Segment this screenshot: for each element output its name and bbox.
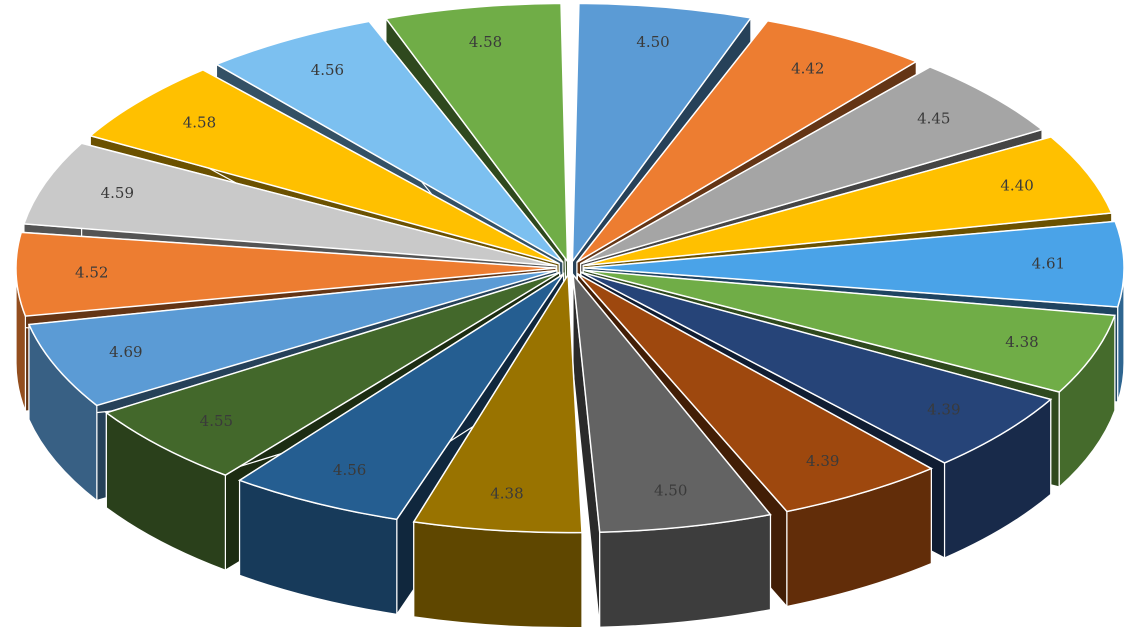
pie-slice-top-4: [583, 220, 1125, 308]
pie-slice-top-15: [88, 69, 560, 265]
pie-slice-8: 4.50: [571, 272, 772, 628]
pie-slice-label-17: 4.58: [469, 33, 502, 51]
pie-slice-top-0: [571, 2, 753, 264]
pie-slice-top-13: [15, 231, 557, 317]
pie-slice-top-8: [571, 272, 772, 533]
pie-slice-top-9: [412, 272, 583, 534]
pie-slice-label-13: 4.52: [75, 263, 108, 281]
pie-slice-top-17: [384, 2, 569, 264]
pie-slice-label-10: 4.56: [333, 461, 366, 479]
pie-slice-rim-9: [413, 521, 583, 629]
pie-slice-label-15: 4.58: [183, 113, 216, 131]
pie-slice-label-6: 4.39: [927, 401, 960, 419]
pie-slice-label-8: 4.50: [654, 481, 687, 499]
pie-slice-label-11: 4.55: [200, 412, 233, 430]
pie-slice-label-7: 4.39: [806, 452, 839, 470]
pie-slice-label-0: 4.50: [636, 33, 669, 51]
pie-slice-label-1: 4.42: [791, 60, 824, 78]
pie-slice-top-14: [22, 142, 557, 267]
pie-slice-top-3: [582, 136, 1113, 267]
pie-slice-top-6: [580, 271, 1053, 464]
pie-slice-top-1: [576, 19, 919, 263]
pie-slice-label-2: 4.45: [917, 110, 950, 128]
pie-slice-label-16: 4.56: [311, 61, 344, 79]
pie-slice-9: 4.38: [412, 272, 583, 629]
pie-slice-label-5: 4.38: [1005, 333, 1038, 351]
pie-slice-top-11: [104, 271, 561, 476]
pie-slice-top-7: [576, 273, 934, 513]
pie-slice-top-16: [214, 20, 564, 263]
pie-slice-top-12: [27, 269, 558, 407]
pie-slice-top-5: [583, 269, 1116, 393]
pie-slice-label-9: 4.38: [490, 485, 523, 503]
pie-slice-top-2: [580, 66, 1044, 265]
pie-slice-label-14: 4.59: [101, 184, 134, 202]
pie-slice-label-4: 4.61: [1032, 255, 1065, 273]
pie-slice-label-3: 4.40: [1000, 177, 1033, 195]
pie-slice-top-10: [237, 273, 565, 521]
pie-slice-label-12: 4.69: [109, 343, 142, 361]
